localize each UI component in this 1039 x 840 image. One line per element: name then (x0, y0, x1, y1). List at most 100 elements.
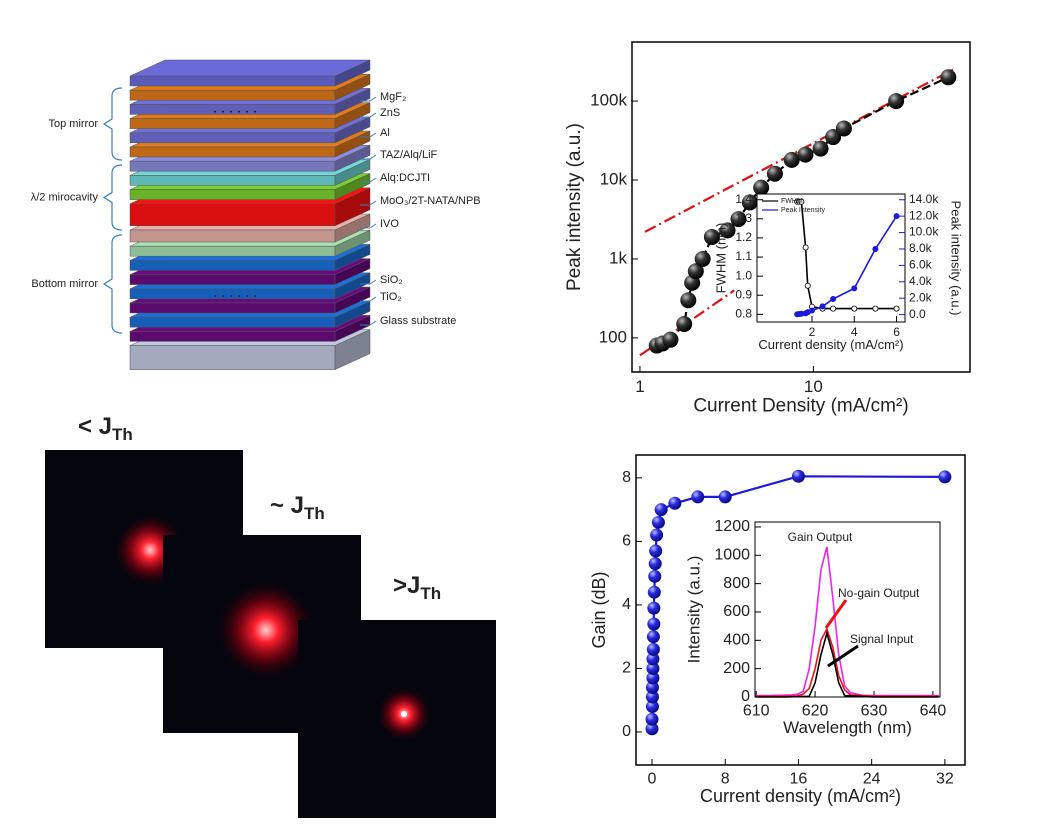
y-axis-title: FWHM (nm) (713, 223, 728, 294)
y-tick-label: 6 (622, 533, 631, 550)
dot (254, 110, 256, 113)
layer-label: TiO₂ (380, 291, 402, 303)
x-tick-label: 1 (635, 377, 644, 396)
layer-front (129, 345, 336, 370)
layer-front (129, 331, 336, 342)
data-point (719, 222, 736, 239)
layer-side (334, 102, 371, 129)
y-axis-title: Intensity (a.u.) (684, 556, 703, 664)
x-tick-label: 0 (648, 771, 657, 788)
layer-side (334, 116, 371, 144)
layer-front (129, 274, 336, 285)
layer-front (129, 146, 336, 158)
data-point (646, 642, 660, 656)
layer-side (334, 213, 371, 243)
label-arrow (360, 132, 377, 138)
plot-frame (754, 521, 941, 698)
data-point (804, 282, 811, 289)
data-point (730, 211, 747, 228)
layer-side (334, 59, 371, 87)
data-point (830, 296, 837, 303)
data-point (819, 303, 826, 310)
y-tick-label: 600 (723, 603, 750, 620)
data-point (646, 652, 660, 666)
layer-side (334, 300, 371, 328)
y2-tick-label: 14.0k (909, 192, 939, 206)
label-arrow (360, 223, 377, 229)
series-annotation: Gain Output (788, 530, 853, 544)
fit-line (644, 67, 957, 233)
photo-label-sub: Th (112, 425, 133, 444)
photos: < JTh~ JTh>JTh (45, 413, 496, 818)
layer-label: MgF₂ (380, 91, 406, 103)
y-tick-label: 1200 (714, 518, 750, 535)
layer-front (129, 160, 336, 172)
charts: 1 10 100 1k 10k 100k Current Density (mA/cm²) P… (564, 41, 971, 806)
y-axis-title: Gain (dB) (589, 571, 609, 648)
layer-side (334, 244, 371, 271)
photo-label: >JTh (393, 572, 441, 603)
data-point (645, 712, 659, 726)
layer-front (129, 288, 336, 300)
photo-label-main: < J (78, 413, 112, 440)
y-tick-label: 0 (741, 688, 750, 705)
label-arrow (360, 296, 377, 302)
data-point (703, 228, 720, 245)
fit-line (639, 289, 735, 357)
data-point (783, 151, 800, 168)
label-arrow (360, 279, 377, 285)
data-point (791, 469, 805, 483)
y2-tick-label: 12.0k (909, 208, 939, 222)
dot (222, 110, 224, 113)
y-tick-label: 1.1 (735, 249, 752, 263)
x-axis-title: Wavelength (nm) (783, 718, 912, 737)
data-point (668, 496, 682, 510)
layer-label: IVO (380, 218, 399, 230)
group-bracket (102, 234, 123, 334)
layer-side (334, 173, 371, 200)
layer-side (334, 258, 371, 285)
y2-tick-label: 10.0k (909, 225, 939, 239)
group-label: λ/2 mirocavity (31, 191, 99, 203)
data-point (798, 198, 805, 205)
layer-front (129, 316, 336, 328)
x-tick-label: 32 (936, 771, 954, 788)
x-axis-title: Current Density (mA/cm²) (693, 395, 908, 416)
data-point (650, 528, 664, 542)
layer-front (129, 189, 336, 200)
y-tick-label: 100 (599, 327, 627, 346)
dot (238, 110, 240, 113)
data-point (893, 305, 900, 312)
photo-label: ~ JTh (270, 492, 325, 523)
legend-label: FWHM (781, 198, 803, 205)
data-point (938, 470, 952, 484)
data-point (718, 490, 732, 504)
x-axis-title: Current density (mA/cm²) (758, 337, 903, 352)
data-point (797, 146, 814, 163)
dot (230, 295, 232, 297)
annotation-arrow (827, 644, 859, 668)
photo-label-sub: Th (304, 504, 325, 523)
layer-front (129, 118, 336, 129)
data-point (808, 307, 815, 314)
series-annotation: No-gain Output (838, 586, 920, 600)
glow (217, 581, 315, 679)
data-point (687, 263, 704, 280)
dot (254, 295, 256, 297)
layer (129, 59, 371, 87)
y-tick-label: 1.3 (735, 211, 752, 225)
dot (238, 295, 240, 297)
x-tick-label: 640 (920, 703, 947, 720)
data-point (825, 129, 842, 146)
data-point (649, 544, 663, 558)
layer-front (129, 229, 336, 243)
x-tick-label: 4 (851, 325, 858, 339)
data-point (646, 671, 660, 685)
y2-tick-label: 2.0k (909, 290, 933, 304)
x-tick-label: 630 (861, 703, 888, 720)
layer-side (334, 229, 371, 257)
data-point (645, 690, 659, 704)
data-point (651, 515, 665, 529)
x-tick-label: 610 (743, 703, 770, 720)
layer-front (129, 245, 336, 257)
